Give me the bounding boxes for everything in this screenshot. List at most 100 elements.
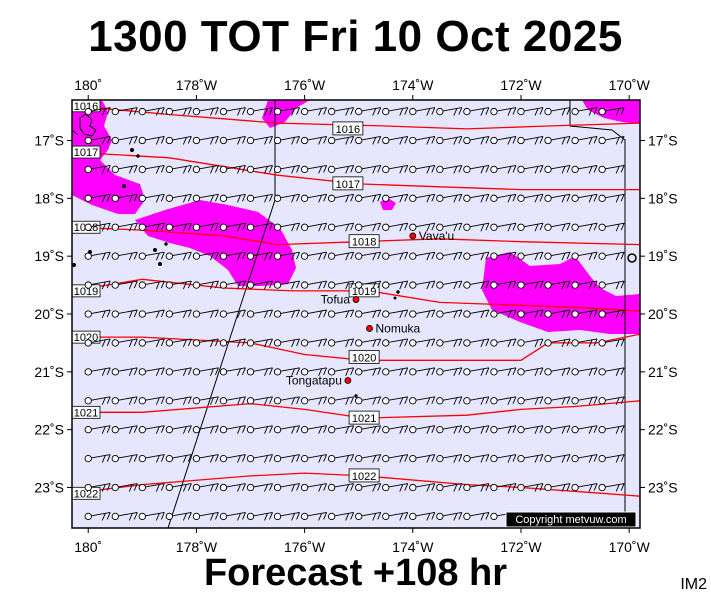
wind-barb [409, 251, 436, 261]
wind-barb [490, 107, 517, 116]
wind-barb [571, 136, 598, 145]
lon-label-top: 170˚W [609, 77, 651, 93]
wind-barb [463, 280, 490, 290]
wind-barb [382, 193, 409, 203]
wind-barb [382, 367, 409, 377]
wind-barb [328, 338, 355, 348]
wind-barb [138, 309, 165, 319]
isobar-label-box [348, 349, 380, 364]
wind-barb [409, 454, 436, 463]
wind-barb [84, 251, 111, 261]
wind-barb [84, 367, 111, 377]
wind-barb [463, 251, 490, 261]
wind-barb [138, 222, 165, 232]
wind-barb [300, 454, 328, 463]
wind-barb [355, 367, 382, 377]
wind-barb [138, 425, 165, 434]
wind-barb [463, 454, 490, 463]
wind-barb [598, 136, 625, 145]
lat-label-right: 18˚S [648, 190, 678, 206]
wind-barb [463, 107, 490, 116]
isobar-label-box [348, 410, 380, 425]
isobar-1018 [72, 226, 640, 246]
lon-label-bottom: 180˚ [74, 539, 102, 555]
lat-label-right: 17˚S [648, 132, 678, 148]
wind-barb [544, 454, 571, 463]
wind-barb [246, 193, 273, 203]
wind-barb [463, 164, 490, 174]
wind-barb [517, 309, 544, 319]
isobar-label: 1017 [336, 179, 360, 191]
wind-barb [111, 107, 138, 116]
wind-barb [382, 251, 409, 261]
wind-barb [355, 425, 382, 434]
wind-barb [111, 251, 138, 261]
wind-barb [409, 425, 436, 434]
wind-barb [273, 136, 300, 145]
wind-barb [409, 511, 436, 521]
wind-barb [84, 396, 111, 405]
wind-barb [111, 164, 138, 174]
wind-barb [490, 454, 517, 463]
place-marker [352, 296, 360, 303]
isobar-label: 1020 [352, 352, 376, 364]
wind-barb [517, 222, 544, 232]
wind-barb [273, 454, 300, 463]
isobar-edge-label: 1020 [74, 332, 98, 344]
wind-barb [328, 280, 355, 290]
wind-barb [273, 338, 300, 348]
wind-barb [300, 107, 328, 116]
isobar-label: 1022 [352, 471, 376, 483]
isobar-edge-label-box [72, 145, 101, 159]
wind-barb [192, 251, 219, 261]
wind-barb [111, 338, 138, 348]
rain-area-northeast [582, 100, 640, 124]
forecast-label: Forecast +108 hr [203, 552, 508, 594]
wind-barb [328, 396, 355, 405]
wind-barb [165, 193, 192, 203]
wind-barb [300, 193, 328, 203]
wind-barb [192, 280, 219, 290]
wind-barb [517, 396, 544, 405]
wind-barb [273, 367, 300, 377]
wind-barb [328, 136, 355, 145]
copyright-badge: Copyright metvuw.com [505, 511, 637, 528]
wind-barb [84, 454, 111, 463]
wind-barb [84, 280, 111, 290]
wind-barb [192, 222, 219, 232]
wind-barb [436, 193, 463, 203]
wind-barb [273, 164, 300, 174]
wind-barb [138, 280, 165, 290]
wind-barb [355, 107, 382, 116]
wind-barb [273, 222, 300, 232]
rain-area-north-central [262, 100, 310, 128]
wind-barb [300, 136, 328, 145]
wind-barb [517, 280, 544, 290]
wind-barb [490, 309, 517, 319]
wind-barb [436, 309, 463, 319]
place-label: Tofua [321, 293, 351, 307]
wind-barb [436, 425, 463, 434]
wind-barb [571, 425, 598, 434]
isobar-edge-label: 1017 [74, 147, 98, 159]
lat-label-right: 22˚S [648, 422, 678, 438]
wind-barb [111, 193, 138, 203]
wind-barb [436, 164, 463, 174]
lat-label-right: 21˚S [648, 364, 678, 380]
wind-barb [219, 136, 246, 145]
isobar-label: 1018 [352, 237, 376, 249]
wind-barb [192, 454, 219, 463]
isobar-label-box [348, 468, 380, 483]
place-layer: Vava'u Tofua Nomuka Tongatapu [286, 229, 454, 388]
wind-barb [84, 136, 111, 145]
wind-barb [300, 483, 328, 492]
wind-barb [192, 136, 219, 145]
wind-barb [192, 193, 219, 203]
wind-barb [84, 483, 111, 492]
wind-barb [165, 511, 192, 521]
wind-barb [544, 309, 571, 319]
lon-label-top: 176˚W [284, 77, 326, 93]
wind-barb [165, 136, 192, 145]
wind-barb [246, 136, 273, 145]
wind-barb [355, 164, 382, 174]
